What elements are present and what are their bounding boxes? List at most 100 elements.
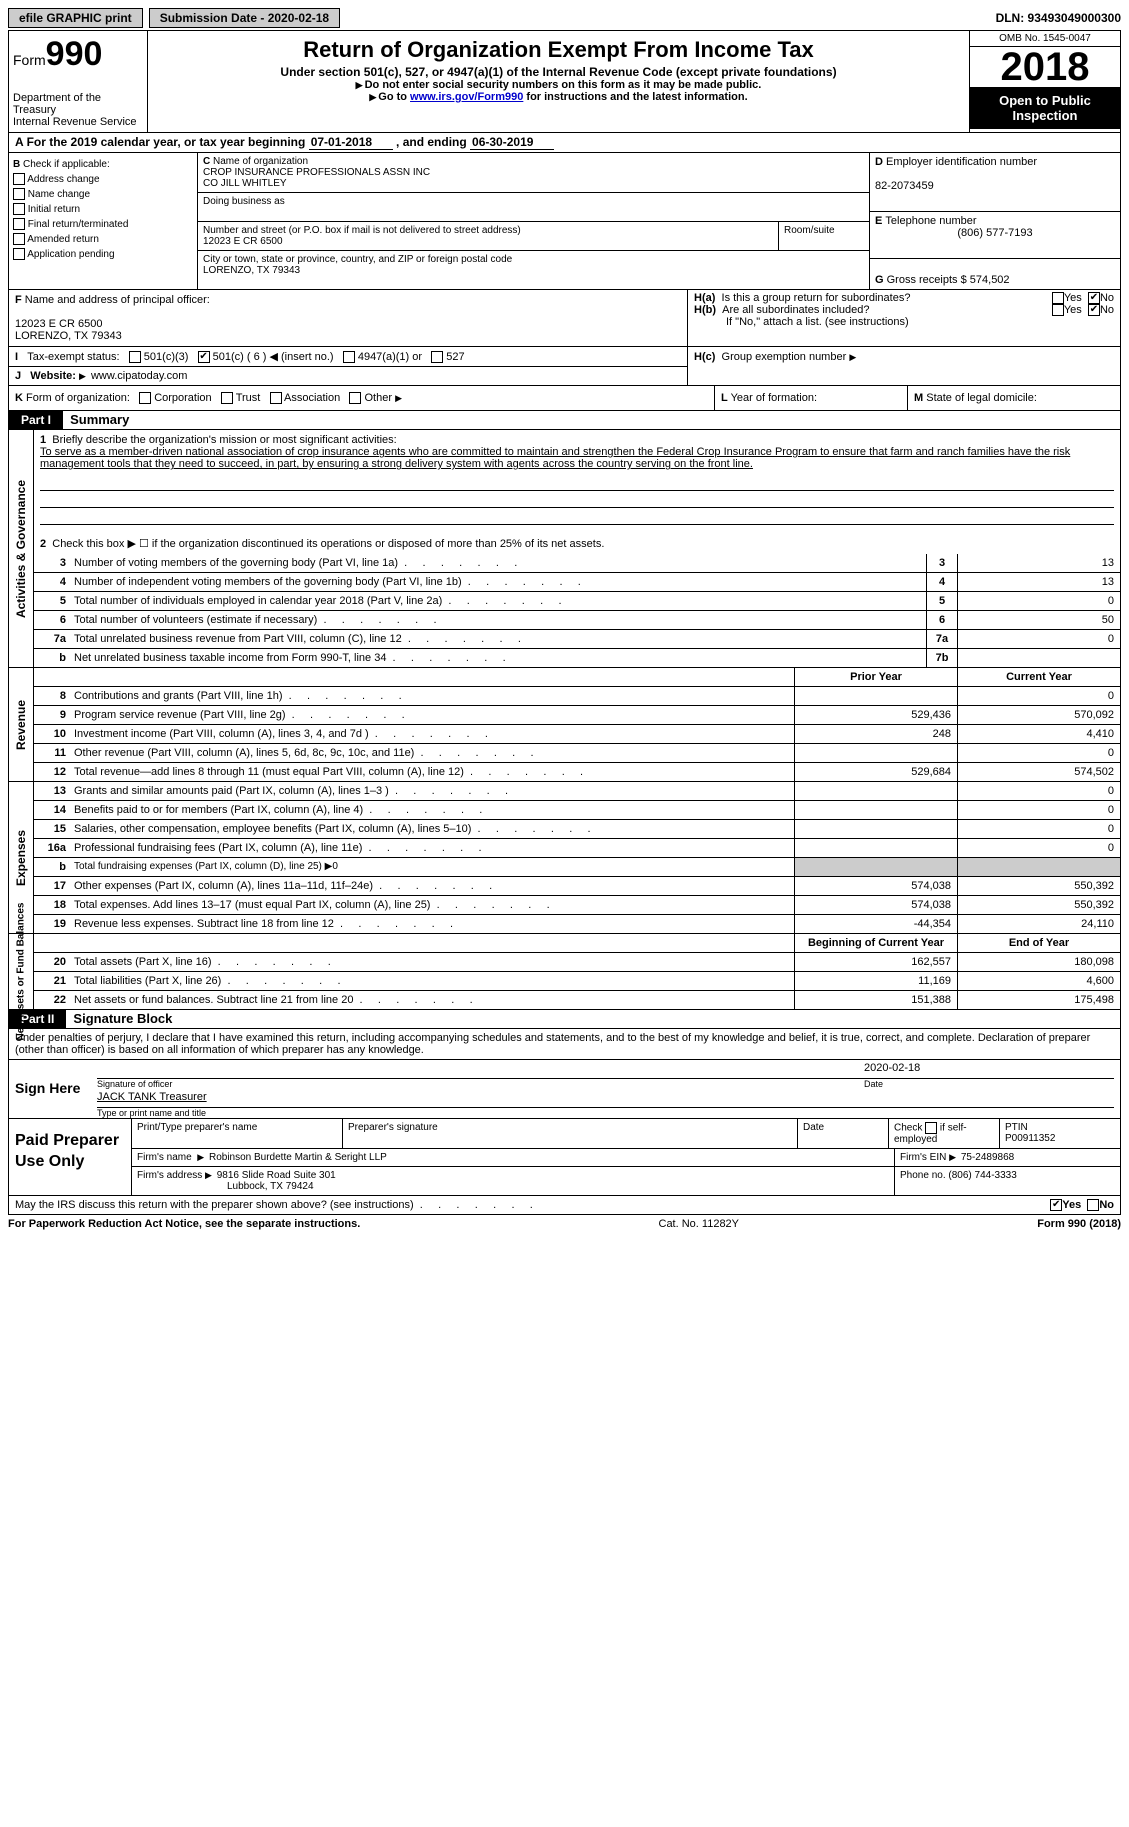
firm-addr2: Lubbock, TX 79424: [137, 1181, 314, 1192]
cb-app-pending[interactable]: [13, 248, 25, 260]
hb-yes[interactable]: [1052, 304, 1064, 316]
dba-label: Doing business as: [203, 196, 285, 207]
cb-trust[interactable]: [221, 392, 233, 404]
box-d-e-g: D Employer identification number82-20734…: [870, 153, 1120, 289]
cb-final-return[interactable]: [13, 218, 25, 230]
sig-date-label: Date: [858, 1079, 1120, 1089]
side-exp: Expenses: [14, 830, 28, 886]
rev-line: 11Other revenue (Part VIII, column (A), …: [34, 744, 1120, 763]
cb-assoc[interactable]: [270, 392, 282, 404]
room-label: Room/suite: [784, 225, 835, 236]
gov-line: bNet unrelated business taxable income f…: [34, 649, 1120, 667]
submission-button[interactable]: Submission Date - 2020-02-18: [149, 8, 340, 28]
cb-527[interactable]: [431, 351, 443, 363]
gov-line: 7aTotal unrelated business revenue from …: [34, 630, 1120, 649]
net-line: 22Net assets or fund balances. Subtract …: [34, 991, 1120, 1009]
cb-corp[interactable]: [139, 392, 151, 404]
net-line: 20Total assets (Part X, line 16)162,5571…: [34, 953, 1120, 972]
ha-no[interactable]: [1088, 292, 1100, 304]
sig-officer-label: Signature of officer: [91, 1079, 858, 1089]
exp-line: 18Total expenses. Add lines 13–17 (must …: [34, 896, 1120, 915]
exp-line: bTotal fundraising expenses (Part IX, co…: [34, 858, 1120, 877]
discuss-yes[interactable]: [1050, 1199, 1062, 1211]
firm-name: Robinson Burdette Martin & Seright LLP: [209, 1152, 387, 1163]
line2: Check this box ▶ ☐ if the organization d…: [52, 538, 604, 550]
officer-name: JACK TANK Treasurer: [97, 1091, 207, 1107]
sign-here-label: Sign Here: [9, 1060, 91, 1118]
col-prior: Prior Year: [794, 668, 957, 686]
form-subtitle: Under section 501(c), 527, or 4947(a)(1)…: [156, 65, 961, 79]
cb-name-change[interactable]: [13, 188, 25, 200]
ein: 82-2073459: [875, 180, 934, 192]
dln-label: DLN: 93493049000300: [996, 11, 1121, 25]
footer-left: For Paperwork Reduction Act Notice, see …: [8, 1218, 360, 1230]
form-note1: Do not enter social security numbers on …: [156, 79, 961, 91]
period-end: 06-30-2019: [470, 135, 554, 150]
street: 12023 E CR 6500: [203, 236, 283, 247]
tax-year: 2018: [970, 47, 1120, 87]
rev-line: 9Program service revenue (Part VIII, lin…: [34, 706, 1120, 725]
form-label: Form990: [13, 35, 143, 74]
cb-501c[interactable]: [198, 351, 210, 363]
cb-self-employed[interactable]: [925, 1122, 937, 1134]
exp-line: 13Grants and similar amounts paid (Part …: [34, 782, 1120, 801]
col-current: Current Year: [957, 668, 1120, 686]
irs-link[interactable]: www.irs.gov/Form990: [410, 91, 523, 103]
cb-initial-return[interactable]: [13, 203, 25, 215]
preparer-block: Paid Preparer Use Only Print/Type prepar…: [9, 1118, 1120, 1195]
cb-501c3[interactable]: [129, 351, 141, 363]
part1-header: Part I Summary: [9, 411, 1120, 430]
hb-no[interactable]: [1088, 304, 1100, 316]
side-gov: Activities & Governance: [14, 480, 28, 618]
rev-line: 12Total revenue—add lines 8 through 11 (…: [34, 763, 1120, 781]
hb-note: If "No," attach a list. (see instruction…: [694, 316, 1114, 328]
gov-line: 6Total number of volunteers (estimate if…: [34, 611, 1120, 630]
gov-line: 4Number of independent voting members of…: [34, 573, 1120, 592]
klm-row: K Form of organization: Corporation Trus…: [9, 386, 1120, 411]
form-container: Form990 Department of the Treasury Inter…: [8, 30, 1121, 1215]
sign-block: Sign Here 2020-02-18 Signature of office…: [9, 1060, 1120, 1118]
efile-button[interactable]: efile GRAPHIC print: [8, 8, 143, 28]
rev-line: 8Contributions and grants (Part VIII, li…: [34, 687, 1120, 706]
cb-other[interactable]: [349, 392, 361, 404]
preparer-title: Paid Preparer Use Only: [9, 1119, 131, 1195]
entity-grid: B Check if applicable: Address change Na…: [9, 153, 1120, 290]
org-name: CROP INSURANCE PROFESSIONALS ASSN INC CO…: [203, 167, 430, 189]
footer-mid: Cat. No. 11282Y: [659, 1218, 740, 1230]
part2-header: Part II Signature Block: [9, 1010, 1120, 1029]
side-net: Net Assets or Fund Balances: [16, 903, 27, 1041]
form-number: 990: [46, 35, 103, 73]
sig-date-val: 2020-02-18: [864, 1062, 1114, 1078]
col-end: End of Year: [957, 934, 1120, 952]
footer-right: Form 990 (2018): [1037, 1218, 1121, 1230]
cb-amended[interactable]: [13, 233, 25, 245]
ha-yes[interactable]: [1052, 292, 1064, 304]
firm-phone: (806) 744-3333: [948, 1170, 1016, 1181]
gov-line: 5Total number of individuals employed in…: [34, 592, 1120, 611]
exp-line: 16aProfessional fundraising fees (Part I…: [34, 839, 1120, 858]
city: LORENZO, TX 79343: [203, 265, 300, 276]
cb-4947[interactable]: [343, 351, 355, 363]
ij-row: I Tax-exempt status: 501(c)(3) 501(c) ( …: [9, 347, 1120, 386]
rev-line: 10Investment income (Part VIII, column (…: [34, 725, 1120, 744]
page-footer: For Paperwork Reduction Act Notice, see …: [8, 1215, 1121, 1230]
discuss-no[interactable]: [1087, 1199, 1099, 1211]
perjury-text: Under penalties of perjury, I declare th…: [9, 1029, 1120, 1060]
name-label: Type or print name and title: [91, 1108, 1120, 1118]
form-title: Return of Organization Exempt From Incom…: [156, 37, 961, 63]
gov-line: 3Number of voting members of the governi…: [34, 554, 1120, 573]
website: www.cipatoday.com: [91, 370, 187, 382]
summary-governance: Activities & Governance 1 Briefly descri…: [9, 430, 1120, 668]
phone: (806) 577-7193: [875, 227, 1115, 239]
exp-line: 14Benefits paid to or for members (Part …: [34, 801, 1120, 820]
side-rev: Revenue: [14, 700, 28, 750]
top-bar: efile GRAPHIC print Submission Date - 20…: [8, 8, 1121, 28]
open-public-label: Open to Public Inspection: [970, 87, 1120, 129]
fh-row: F Name and address of principal officer:…: [9, 290, 1120, 347]
firm-addr1: 9816 Slide Road Suite 301: [217, 1170, 336, 1181]
cb-address-change[interactable]: [13, 173, 25, 185]
exp-line: 17Other expenses (Part IX, column (A), l…: [34, 877, 1120, 896]
state-domicile: State of legal domicile:: [926, 392, 1037, 404]
prep-h2: Preparer's signature: [343, 1119, 798, 1148]
net-line: 21Total liabilities (Part X, line 26)11,…: [34, 972, 1120, 991]
